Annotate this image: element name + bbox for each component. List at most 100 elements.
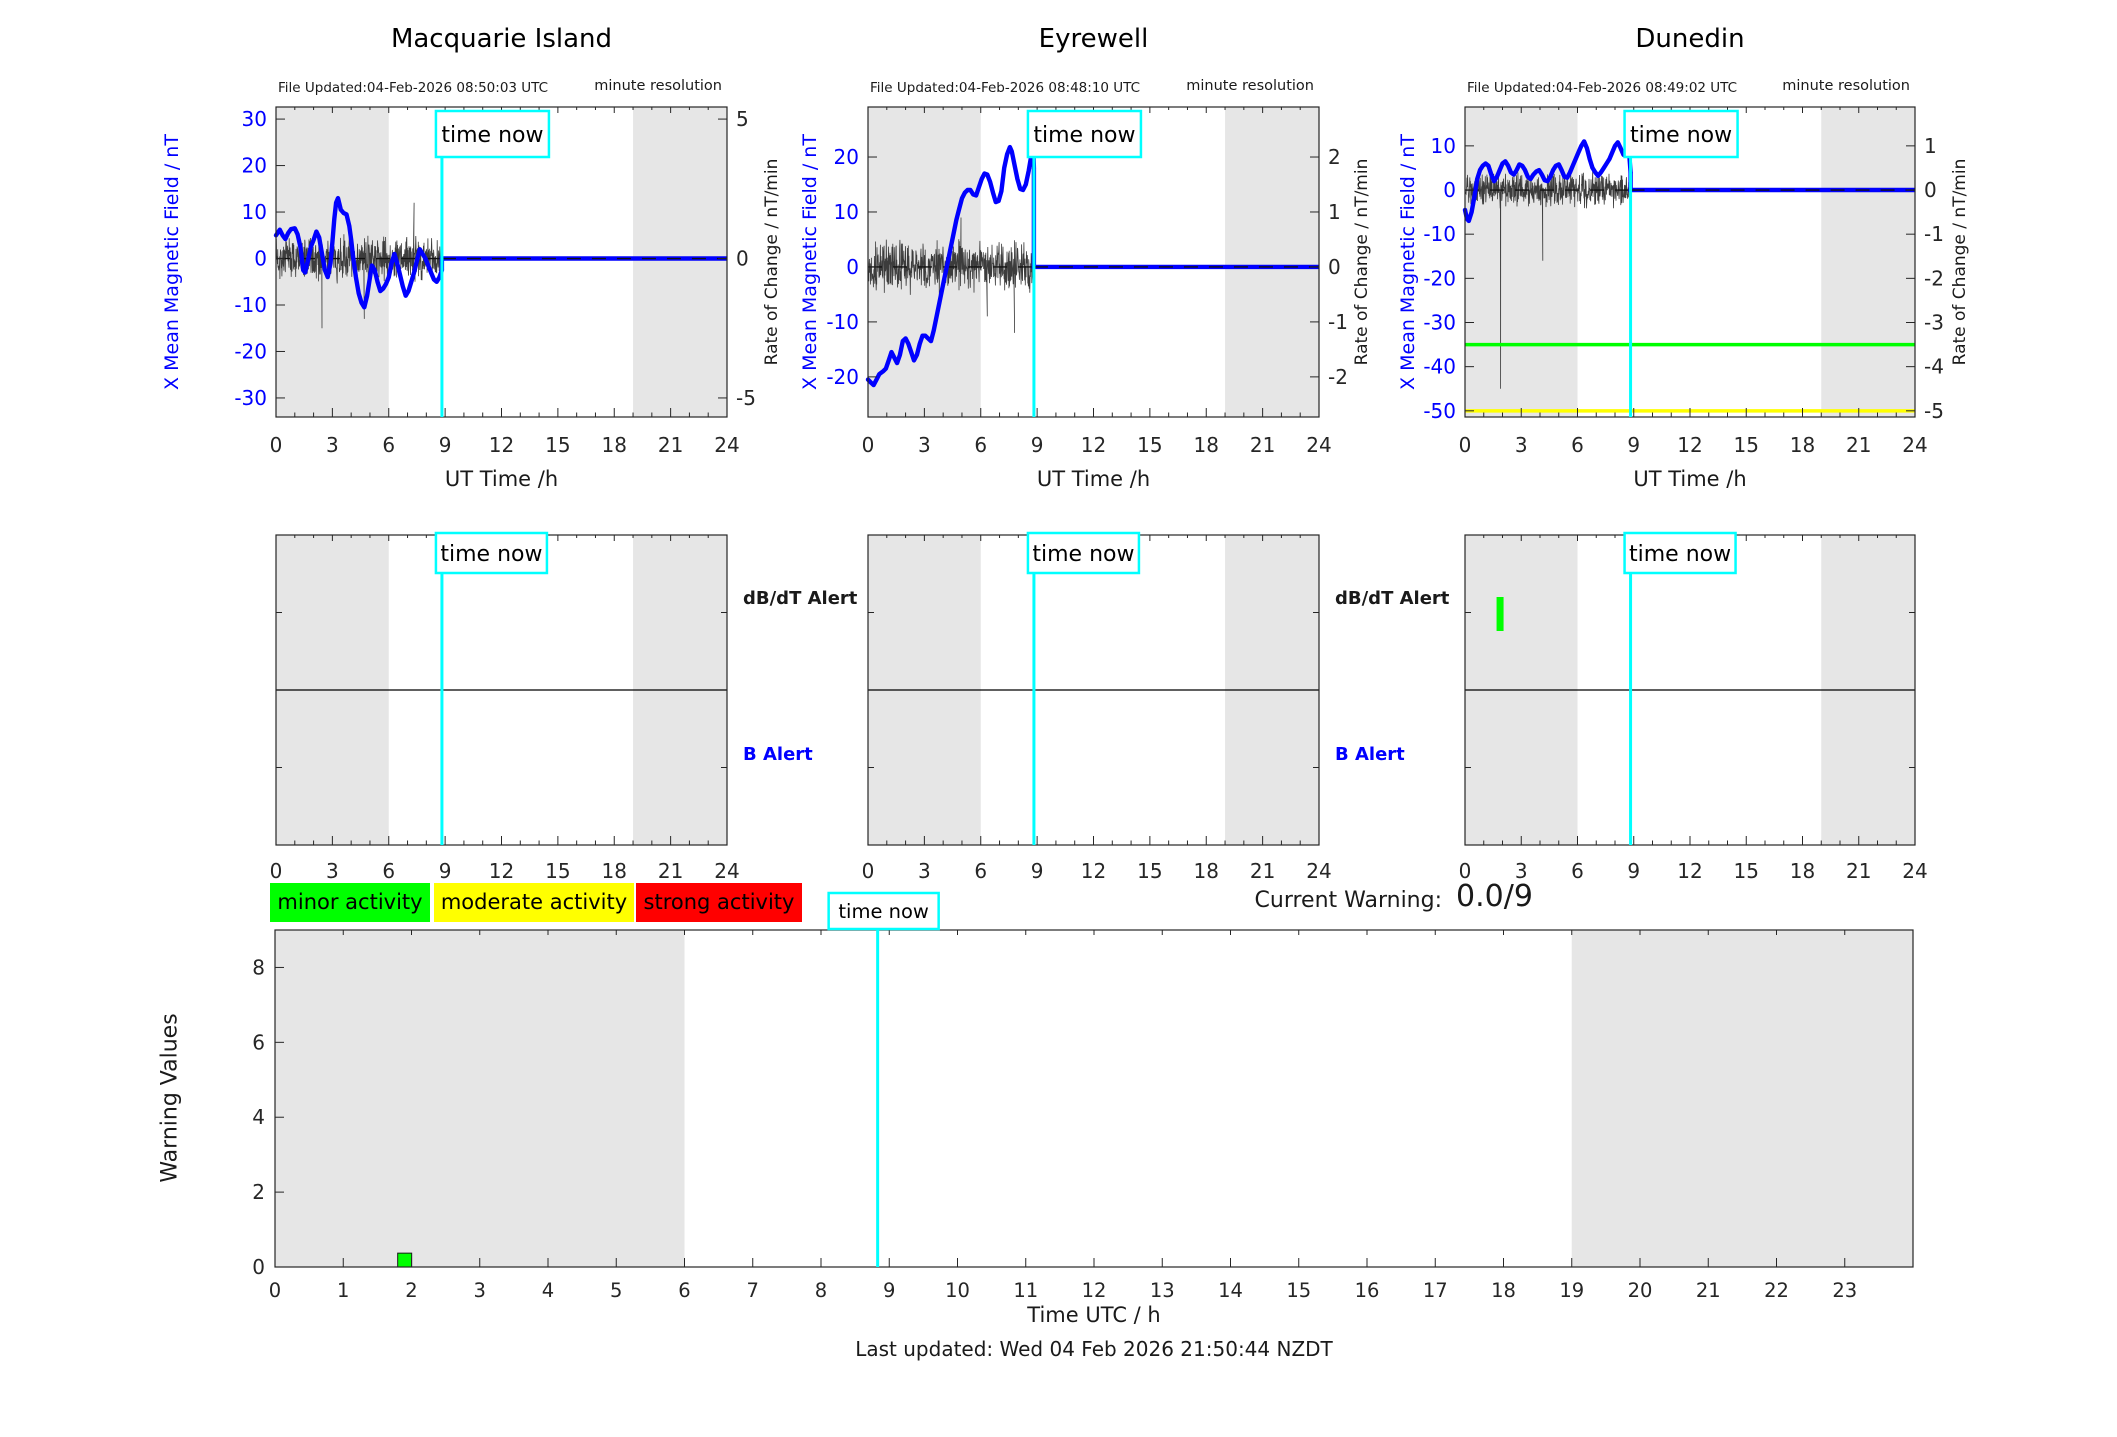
time-now-box bbox=[1623, 531, 1737, 575]
legend-minor-activity: minor activity bbox=[270, 883, 430, 922]
b-alert-label: B Alert bbox=[1335, 744, 1405, 765]
x-tick-label: 15 bbox=[1734, 433, 1759, 457]
x-tick-label: 15 bbox=[545, 433, 570, 457]
x-tick-label: 12 bbox=[1081, 859, 1106, 883]
resolution-note: minute resolution bbox=[1782, 78, 1910, 94]
y-tick-label-right: 0 bbox=[1924, 178, 1937, 202]
x-tick-label: 1 bbox=[337, 1279, 349, 1302]
y-tick-label-left: -20 bbox=[234, 339, 267, 363]
x-tick-label: 0 bbox=[270, 859, 283, 883]
x-tick-label: 14 bbox=[1218, 1279, 1243, 1302]
x-tick-label: 21 bbox=[658, 433, 683, 457]
y-tick-label-right: -3 bbox=[1924, 310, 1944, 334]
y-tick-label-right: 1 bbox=[1328, 200, 1341, 224]
x-tick-label: 6 bbox=[1571, 859, 1584, 883]
y-tick-label-right: 1 bbox=[1924, 134, 1937, 158]
y-tick-label-right: -1 bbox=[1328, 310, 1348, 334]
x-tick-label: 0 bbox=[862, 859, 875, 883]
y-tick-label-left: -10 bbox=[1423, 222, 1456, 246]
dunedin-alerts: 0 3 6 9 12 15 18 21 24 time now bbox=[1459, 531, 1928, 883]
rate-of-change-trace bbox=[867, 217, 1035, 333]
macquarie-alerts: 0 3 6 9 12 15 18 21 24 time now bbox=[270, 531, 740, 883]
y-axis-label-left: X Mean Magnetic Field / nT bbox=[161, 134, 183, 390]
x-tick-label: 18 bbox=[1194, 433, 1219, 457]
x-tick-label: 18 bbox=[1790, 859, 1815, 883]
y-tick-label-right: -5 bbox=[1924, 399, 1944, 423]
x-axis-label: UT Time /h bbox=[1633, 467, 1747, 491]
time-now-text: time now bbox=[440, 542, 542, 567]
y-tick-label-left: 10 bbox=[1431, 134, 1456, 158]
time-now-box bbox=[434, 531, 549, 575]
resolution-note: minute resolution bbox=[1186, 78, 1314, 94]
x-tick-label: 3 bbox=[326, 433, 339, 457]
y-tick-label-right: -2 bbox=[1924, 266, 1944, 290]
x-tick-label: 9 bbox=[1627, 433, 1640, 457]
x-tick-label: 18 bbox=[1194, 859, 1219, 883]
time-now-text: time now bbox=[1033, 123, 1135, 148]
x-mean-field-curve bbox=[865, 144, 1037, 388]
y-tick-label: 4 bbox=[252, 1105, 265, 1129]
x-tick-label: 3 bbox=[918, 433, 931, 457]
b-alert-label: B Alert bbox=[743, 744, 813, 765]
x-tick-label: 24 bbox=[1306, 859, 1331, 883]
x-tick-label: 12 bbox=[1082, 1279, 1107, 1302]
x-tick-label: 0 bbox=[269, 1279, 281, 1302]
x-tick-label: 21 bbox=[1846, 433, 1871, 457]
x-tick-label: 23 bbox=[1832, 1279, 1857, 1302]
x-tick-label: 13 bbox=[1150, 1279, 1175, 1302]
x-tick-label: 6 bbox=[974, 859, 987, 883]
station-title-eyrewell: Eyrewell bbox=[1038, 24, 1149, 54]
y-tick-label-right: -5 bbox=[736, 386, 756, 410]
file-updated-note: File Updated:04-Feb-2026 08:50:03 UTC bbox=[278, 80, 549, 96]
x-tick-label: 24 bbox=[1306, 433, 1331, 457]
y-tick-label-left: -10 bbox=[826, 310, 859, 334]
macquarie-top: 0 3 6 9 12 15 18 21 24 30 20 10 0 -10 -20 -30 5 0 -5 time n… bbox=[234, 106, 756, 457]
x-tick-label: 19 bbox=[1559, 1279, 1584, 1302]
file-updated-note: File Updated:04-Feb-2026 08:49:02 UTC bbox=[1467, 80, 1738, 96]
x-mean-field-curve bbox=[273, 195, 445, 310]
resolution-note: minute resolution bbox=[594, 78, 722, 94]
legend-strong-activity: strong activity bbox=[636, 883, 802, 922]
x-tick-label: 6 bbox=[974, 433, 987, 457]
y-tick-label-left: 0 bbox=[846, 255, 859, 279]
x-tick-label: 18 bbox=[1790, 433, 1815, 457]
x-tick-label: 24 bbox=[714, 859, 739, 883]
x-tick-label: 9 bbox=[1627, 859, 1640, 883]
y-tick-label-left: 0 bbox=[254, 247, 267, 271]
y-axis-label-right: Rate of Change / nT/min bbox=[1950, 158, 1970, 366]
y-tick-label-left: 20 bbox=[242, 154, 267, 178]
time-now-box bbox=[434, 109, 551, 159]
x-tick-label: 24 bbox=[1902, 433, 1927, 457]
current-warning-value: 0.0/9 bbox=[1456, 879, 1533, 914]
y-axis-label-left: X Mean Magnetic Field / nT bbox=[799, 134, 821, 390]
y-tick-label: 8 bbox=[252, 955, 265, 979]
y-tick-label-left: -30 bbox=[1423, 310, 1456, 334]
x-tick-label: 21 bbox=[1696, 1279, 1721, 1302]
x-tick-label: 3 bbox=[918, 859, 931, 883]
y-tick-label-right: 0 bbox=[1328, 255, 1341, 279]
y-tick-label-left: -20 bbox=[1423, 266, 1456, 290]
x-tick-label: 9 bbox=[439, 433, 452, 457]
y-tick-label-left: -20 bbox=[826, 365, 859, 389]
x-tick-label: 12 bbox=[1081, 433, 1106, 457]
x-tick-label: 9 bbox=[439, 859, 452, 883]
x-tick-label: 9 bbox=[883, 1279, 895, 1302]
x-tick-label: 3 bbox=[1515, 433, 1528, 457]
x-tick-label: 9 bbox=[1031, 859, 1044, 883]
time-utc-axis-label: Time UTC / h bbox=[1027, 1303, 1161, 1327]
x-tick-label: 18 bbox=[602, 433, 627, 457]
time-now-text: time now bbox=[1629, 542, 1731, 567]
x-tick-label: 6 bbox=[678, 1279, 690, 1302]
x-tick-label: 21 bbox=[658, 859, 683, 883]
station-title-dunedin: Dunedin bbox=[1635, 24, 1745, 54]
y-axis-label-right: Rate of Change / nT/min bbox=[1352, 158, 1372, 366]
dunedin-top: 0 3 6 9 12 15 18 21 24100-10-20-30-40-5010-1-2-3… bbox=[1423, 106, 1944, 457]
x-tick-label: 16 bbox=[1355, 1279, 1380, 1302]
x-tick-label: 10 bbox=[945, 1279, 970, 1302]
time-now-box bbox=[827, 891, 940, 931]
x-tick-label: 2 bbox=[405, 1279, 417, 1302]
legend-moderate-activity: moderate activity bbox=[434, 883, 634, 922]
x-tick-label: 15 bbox=[1137, 433, 1162, 457]
y-tick-label-right: 5 bbox=[736, 107, 749, 131]
